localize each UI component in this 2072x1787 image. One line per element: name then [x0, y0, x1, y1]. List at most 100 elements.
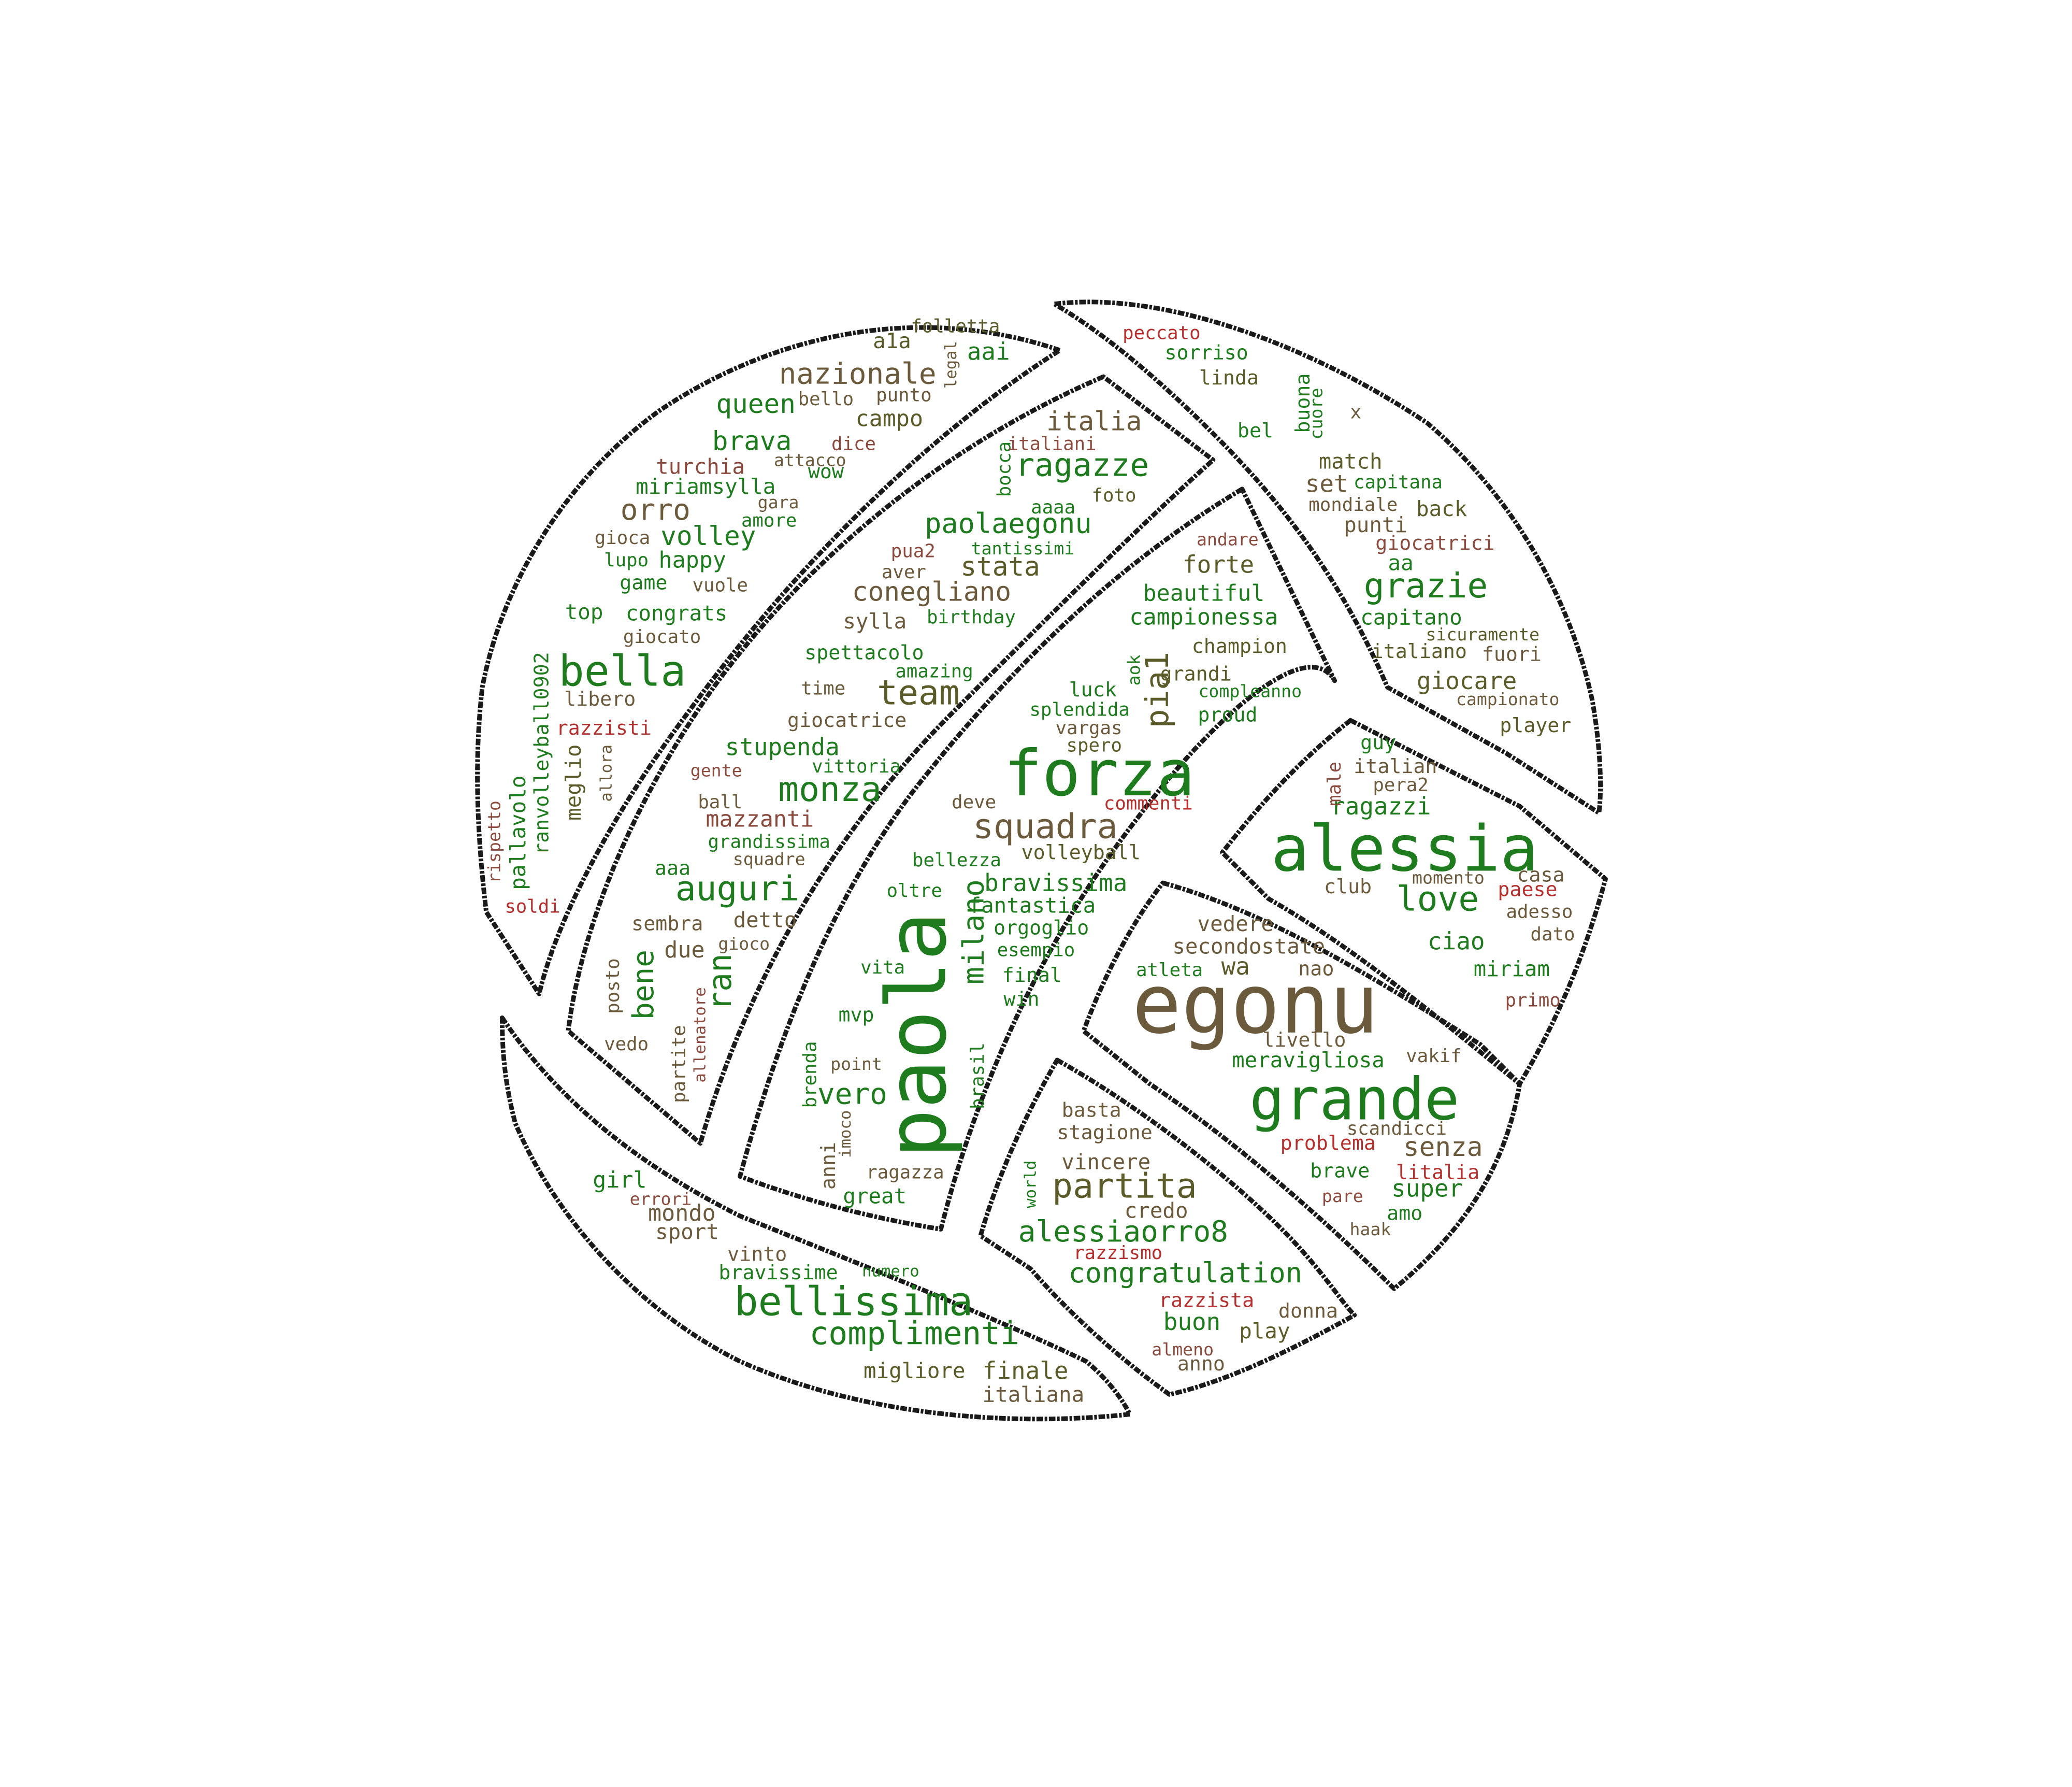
word-turchia: turchia: [656, 454, 745, 479]
word-buona: buona: [1291, 373, 1315, 433]
word-miriamsylla: miriamsylla: [636, 474, 775, 499]
word-pia1: pia1: [1139, 652, 1176, 728]
word-razzismo: razzismo: [1073, 1242, 1162, 1264]
word-a1a: a1a: [873, 328, 911, 353]
word-due: due: [664, 937, 704, 963]
ball-panel-bottom-center: [978, 1057, 1357, 1397]
word-lupo: lupo: [604, 550, 649, 571]
word-squadre: squadre: [733, 849, 805, 869]
word-champion: champion: [1192, 635, 1287, 658]
word-sorriso: sorriso: [1164, 341, 1248, 365]
word-foto: foto: [1092, 485, 1136, 506]
word-oltre: oltre: [887, 880, 942, 902]
word-soldi: soldi: [505, 896, 560, 917]
word-sport: sport: [655, 1220, 719, 1245]
word-italiani: italiani: [1008, 434, 1097, 455]
word-ranvolleyball0902: ranvolleyball0902: [530, 652, 553, 854]
word-gioca: gioca: [595, 527, 650, 549]
word-deve: deve: [952, 792, 996, 813]
word-brave: brave: [1310, 1160, 1370, 1183]
word-orro: orro: [621, 493, 690, 527]
word-alessia: alessia: [1271, 811, 1538, 885]
word-bello: bello: [798, 389, 854, 410]
word-vita: vita: [860, 957, 905, 978]
word-senza: senza: [1403, 1132, 1483, 1163]
word-vakif: vakif: [1406, 1046, 1461, 1067]
word-primo: primo: [1505, 990, 1560, 1011]
word-super: super: [1391, 1174, 1463, 1202]
word-grazie: grazie: [1364, 565, 1488, 606]
word-atleta: atleta: [1136, 960, 1203, 981]
word-basta: basta: [1062, 1098, 1121, 1122]
word-problema: problema: [1280, 1132, 1376, 1155]
word-milano: milano: [957, 879, 991, 984]
word-andare: andare: [1197, 529, 1259, 549]
word-amore: amore: [741, 510, 797, 532]
word-tantissimi: tantissimi: [971, 538, 1075, 559]
word-bellissima: bellissima: [735, 1279, 973, 1325]
word-vincere: vincere: [1061, 1149, 1150, 1174]
word-stupenda: stupenda: [725, 733, 840, 761]
word-italiano: italiano: [1372, 640, 1467, 663]
word-cuore: cuore: [1306, 388, 1326, 440]
word-grandissima: grandissima: [708, 831, 830, 852]
word-win: win: [1003, 988, 1039, 1011]
word-aai: aai: [967, 338, 1010, 366]
word-litalia: litalia: [1396, 1161, 1479, 1184]
word-forza: forza: [1004, 736, 1195, 810]
word-play: play: [1239, 1319, 1290, 1343]
word-happy: happy: [658, 548, 726, 574]
word-punti: punti: [1344, 512, 1407, 537]
word-squadra: squadra: [973, 806, 1117, 846]
word-giocatrici: giocatrici: [1375, 532, 1494, 555]
word-nao: nao: [1298, 957, 1334, 980]
word-punto: punto: [876, 384, 931, 406]
word-allenatore: allenatore: [692, 987, 710, 1082]
word-team: team: [877, 673, 960, 713]
word-pua2: pua2: [891, 540, 936, 562]
word-razzista: razzista: [1159, 1289, 1254, 1312]
word-sembra: sembra: [631, 912, 703, 936]
word-wa: wa: [1221, 952, 1250, 980]
word-girl: girl: [593, 1167, 646, 1193]
word-vargas: vargas: [1056, 718, 1123, 739]
word-ciao: ciao: [1428, 927, 1485, 955]
word-esempio: esempio: [997, 940, 1075, 961]
word-casa: casa: [1517, 863, 1564, 887]
word-spettacolo: spettacolo: [804, 641, 924, 665]
word-mondo: mondo: [648, 1200, 716, 1226]
word-complimenti: complimenti: [810, 1315, 1019, 1352]
word-rispetto: rispetto: [484, 800, 505, 883]
word-fantastica: fantastica: [969, 893, 1096, 918]
word-paese: paese: [1498, 878, 1557, 901]
word-love: love: [1397, 879, 1479, 919]
word-anno: anno: [1177, 1352, 1225, 1376]
word-grande: grande: [1249, 1066, 1459, 1133]
word-linda: linda: [1199, 366, 1259, 390]
word-luck: luck: [1069, 678, 1117, 702]
word-auguri: auguri: [675, 868, 800, 908]
word-fuori: fuori: [1482, 642, 1542, 666]
word-wow: wow: [808, 460, 844, 483]
word-vittoria: vittoria: [812, 756, 901, 777]
word-paolaegonu: paolaegonu: [925, 507, 1091, 540]
word-x: x: [1350, 402, 1362, 423]
word-brenda: brenda: [799, 1041, 821, 1108]
word-top: top: [565, 599, 603, 624]
word-game: game: [620, 571, 667, 594]
word-compleanno: compleanno: [1198, 681, 1302, 702]
word-giocare: giocare: [1417, 667, 1517, 695]
word-errori: errori: [630, 1189, 692, 1209]
word-attacco: attacco: [774, 450, 846, 470]
word-credo: credo: [1125, 1198, 1188, 1223]
word-bocca: bocca: [994, 441, 1015, 497]
word-volleyball: volleyball: [1021, 841, 1141, 864]
word-proud: proud: [1198, 704, 1257, 727]
word-monza: monza: [778, 769, 882, 809]
word-finale: finale: [983, 1356, 1069, 1384]
word-aaaa: aaaa: [1031, 497, 1075, 518]
word-alessiaorro8: alessiaorro8: [1018, 1215, 1228, 1249]
word-anni: anni: [817, 1142, 840, 1190]
ball-panel-band-upper: [566, 374, 1216, 1146]
word-campo: campo: [856, 406, 924, 432]
